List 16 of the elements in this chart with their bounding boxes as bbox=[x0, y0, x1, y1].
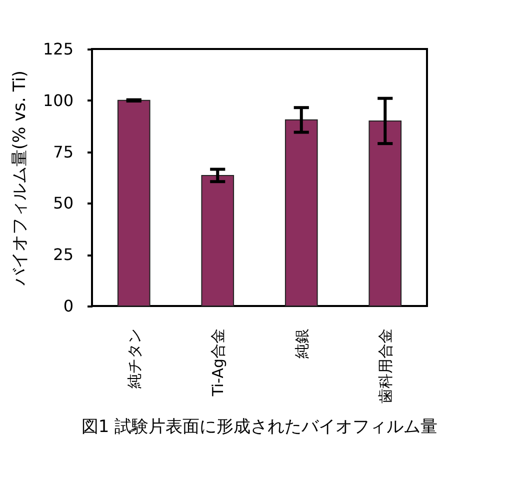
y-tick-label: 25 bbox=[53, 245, 74, 264]
bar bbox=[368, 120, 402, 306]
y-tick-label: 75 bbox=[53, 142, 74, 162]
bar bbox=[284, 119, 318, 306]
bar bbox=[117, 100, 150, 306]
x-tick-label: 純銀 bbox=[292, 328, 311, 358]
caption: 図1 試験片表面に形成されたバイオフィルム量 bbox=[81, 417, 438, 437]
y-tick-label: 50 bbox=[53, 194, 74, 213]
y-axis-title: バイオフィルム量(% vs. Ti) bbox=[10, 70, 30, 287]
x-tick-label: 歯科用合金 bbox=[376, 328, 395, 404]
y-tick-label: 100 bbox=[42, 90, 74, 110]
bar bbox=[201, 174, 234, 306]
x-tick-label: Ti-Ag合金 bbox=[209, 328, 228, 398]
x-tick-label: 純チタン bbox=[125, 328, 144, 388]
y-tick-label: 125 bbox=[42, 40, 74, 58]
y-tick-label: 0 bbox=[63, 296, 74, 316]
